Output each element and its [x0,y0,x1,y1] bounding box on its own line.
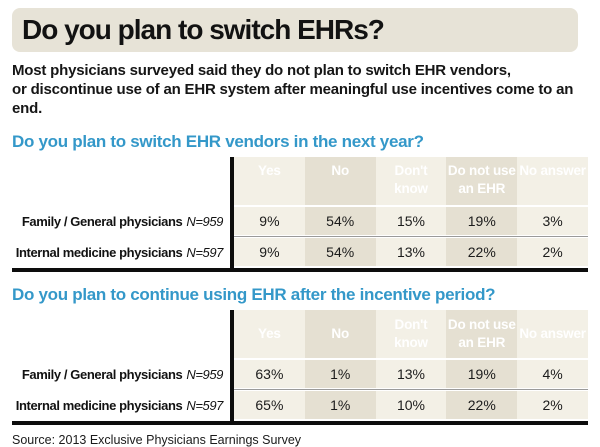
row-sample-size: N=959 [186,366,223,382]
row-sample-size: N=597 [186,397,223,413]
table-cell: 63% [234,360,305,388]
table-cell: 2% [517,391,588,419]
row-label: Family / General physicians N=959 [12,360,230,388]
table-cell: 65% [234,391,305,419]
title-bar: Do you plan to switch EHRs? [12,8,578,52]
row-label-text: Family / General physicians [21,213,183,229]
header-label-spacer [12,310,230,358]
page-title: Do you plan to switch EHRs? [22,14,385,45]
table-row-internal-medicine: Internal medicine physicians N=597 65% 1… [12,391,588,419]
table-cell: 9% [234,207,305,235]
question-continue-ehr: Do you plan to continue using EHR after … [12,285,496,304]
row-label: Family / General physicians N=959 [12,207,230,235]
column-header-no: No [304,157,376,205]
table-cell: 15% [375,207,447,235]
row-label-text: Internal medicine physicians [15,244,183,260]
table-row-internal-medicine: Internal medicine physicians N=597 9% 54… [12,238,588,266]
table-cell: 19% [446,360,518,388]
table-cell: 13% [375,360,447,388]
table-header-row: Yes No Don't know Do not use an EHR No a… [12,310,588,358]
table-cell: 4% [517,360,588,388]
table-cell: 54% [304,207,376,235]
infographic-page: Do you plan to switch EHRs? Most physici… [0,8,600,447]
source-note: Source: 2013 Exclusive Physicians Earnin… [12,433,302,447]
column-header-dont-know: Don't know [375,157,447,205]
subtitle: Most physicians surveyed said they do no… [12,61,588,118]
column-header-no-answer: No answer [517,157,588,205]
table-cell: 1% [304,360,376,388]
row-sample-size: N=597 [186,244,223,260]
table-cell: 3% [517,207,588,235]
header-label-spacer [12,157,230,205]
table-cell: 13% [375,238,447,266]
table-bottom-rule [12,421,588,425]
row-label: Internal medicine physicians N=597 [12,391,230,419]
subtitle-line-1: Most physicians surveyed said they do no… [12,62,511,79]
table-divider-line [230,310,234,421]
section-switch-vendors: Do you plan to switch EHR vendors in the… [12,132,588,272]
table-cell: 54% [304,238,376,266]
table-row-family-general: Family / General physicians N=959 63% 1%… [12,360,588,388]
row-label-text: Internal medicine physicians [15,397,183,413]
table-divider-line [230,157,234,268]
column-header-yes: Yes [234,157,305,205]
row-separator [234,388,588,391]
column-header-dont-know: Don't know [375,310,447,358]
column-header-no-answer: No answer [517,310,588,358]
table-cell: 10% [375,391,447,419]
table-cell: 22% [446,238,518,266]
column-header-no: No [304,310,376,358]
row-sample-size: N=959 [186,213,223,229]
table-cell: 9% [234,238,305,266]
table-cell: 1% [304,391,376,419]
table-bottom-rule [12,268,588,272]
table-cell: 22% [446,391,518,419]
subtitle-line-2: or discontinue use of an EHR system afte… [12,81,574,117]
table-header-row: Yes No Don't know Do not use an EHR No a… [12,157,588,205]
table-cell: 2% [517,238,588,266]
table-row-family-general: Family / General physicians N=959 9% 54%… [12,207,588,235]
table-continue-ehr: Yes No Don't know Do not use an EHR No a… [12,310,588,425]
row-separator [234,235,588,238]
table-switch-vendors: Yes No Don't know Do not use an EHR No a… [12,157,588,272]
column-header-no-ehr: Do not use an EHR [446,310,518,358]
table-cell: 19% [446,207,518,235]
row-label: Internal medicine physicians N=597 [12,238,230,266]
row-label-text: Family / General physicians [21,366,183,382]
question-switch-vendors: Do you plan to switch EHR vendors in the… [12,132,424,151]
column-header-no-ehr: Do not use an EHR [446,157,518,205]
column-header-yes: Yes [234,310,305,358]
section-continue-ehr: Do you plan to continue using EHR after … [12,285,588,425]
